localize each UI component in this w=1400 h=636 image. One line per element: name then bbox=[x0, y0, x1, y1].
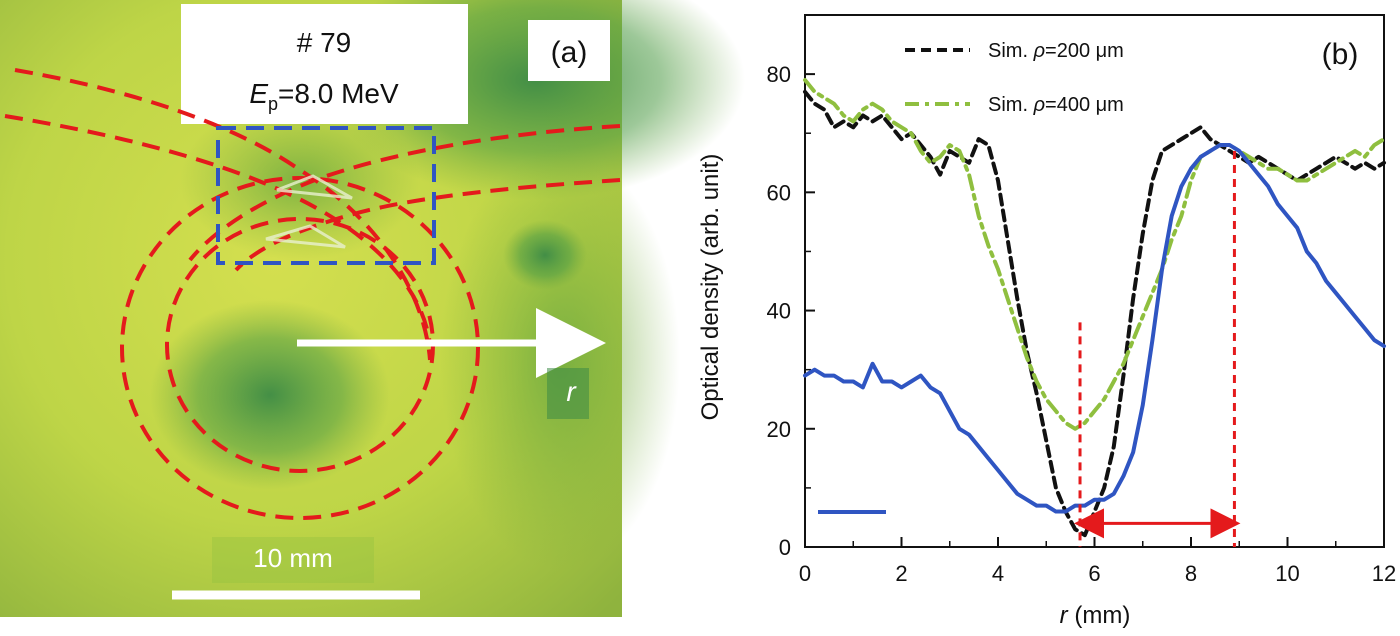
guide-arc-left-outer bbox=[14, 68, 432, 361]
x-tick-label: 8 bbox=[1185, 561, 1197, 586]
y-tick-label: 80 bbox=[767, 62, 791, 87]
radius-label-box bbox=[547, 368, 589, 419]
x-axis-title: r (mm) bbox=[1060, 602, 1131, 629]
shot-label: # 79 bbox=[297, 27, 352, 58]
guide-arc-right-inner bbox=[234, 178, 621, 272]
y-axis-ticks: 0 20 40 60 80 bbox=[767, 62, 815, 560]
shot-label-box bbox=[181, 4, 468, 124]
scale-label: 10 mm bbox=[253, 543, 332, 573]
y-tick-label: 20 bbox=[767, 417, 791, 442]
upper-mesh-mark bbox=[276, 174, 353, 200]
x-tick-label: 2 bbox=[895, 561, 907, 586]
x-tick-label: 12 bbox=[1372, 561, 1396, 586]
legend-label-sim-400: Sim. ρ=400 μm bbox=[988, 94, 1124, 116]
x-tick-label: 0 bbox=[799, 561, 811, 586]
x-axis-ticks: 0 2 4 6 8 10 12 bbox=[799, 537, 1396, 586]
radius-label: r bbox=[566, 376, 577, 407]
panel-a: # 79 Ep=8.0 MeV (a) r 10 mm bbox=[0, 0, 745, 617]
x-tick-label: 10 bbox=[1275, 561, 1299, 586]
annotations bbox=[1074, 150, 1241, 547]
y-axis-title: Optical density (arb. unit) bbox=[697, 154, 724, 421]
series-line-2 bbox=[803, 143, 1386, 514]
selection-box bbox=[216, 126, 436, 265]
panel-b-label: (b) bbox=[1322, 38, 1359, 71]
panel-a-label-box bbox=[528, 20, 610, 81]
x-tick-label: 6 bbox=[1088, 561, 1100, 586]
y-tick-label: 60 bbox=[767, 180, 791, 205]
outer-ring bbox=[120, 176, 480, 520]
guide-arc-left-inner bbox=[4, 114, 432, 346]
y-tick-label: 0 bbox=[779, 535, 791, 560]
bottom-dark-region bbox=[150, 300, 390, 490]
data-series bbox=[803, 78, 1386, 538]
small-dark-spot bbox=[503, 220, 587, 290]
x-tick-label: 4 bbox=[992, 561, 1004, 586]
scale-label-box bbox=[212, 537, 374, 583]
series-line-1 bbox=[803, 78, 1386, 431]
lower-mesh-mark bbox=[265, 224, 346, 249]
y-tick-label: 40 bbox=[767, 299, 791, 324]
legend-label-sim-200: Sim. ρ=200 μm bbox=[988, 40, 1124, 62]
energy-label: Ep=8.0 MeV bbox=[249, 78, 399, 114]
panel-a-label: (a) bbox=[551, 36, 588, 69]
plot-frame bbox=[804, 14, 1385, 548]
panel-b: 0 2 4 6 8 10 12 0 20 40 60 80 (b) Sim. ρ=200 μm Si… bbox=[697, 14, 1396, 629]
guide-arc-right-outer bbox=[188, 124, 621, 262]
